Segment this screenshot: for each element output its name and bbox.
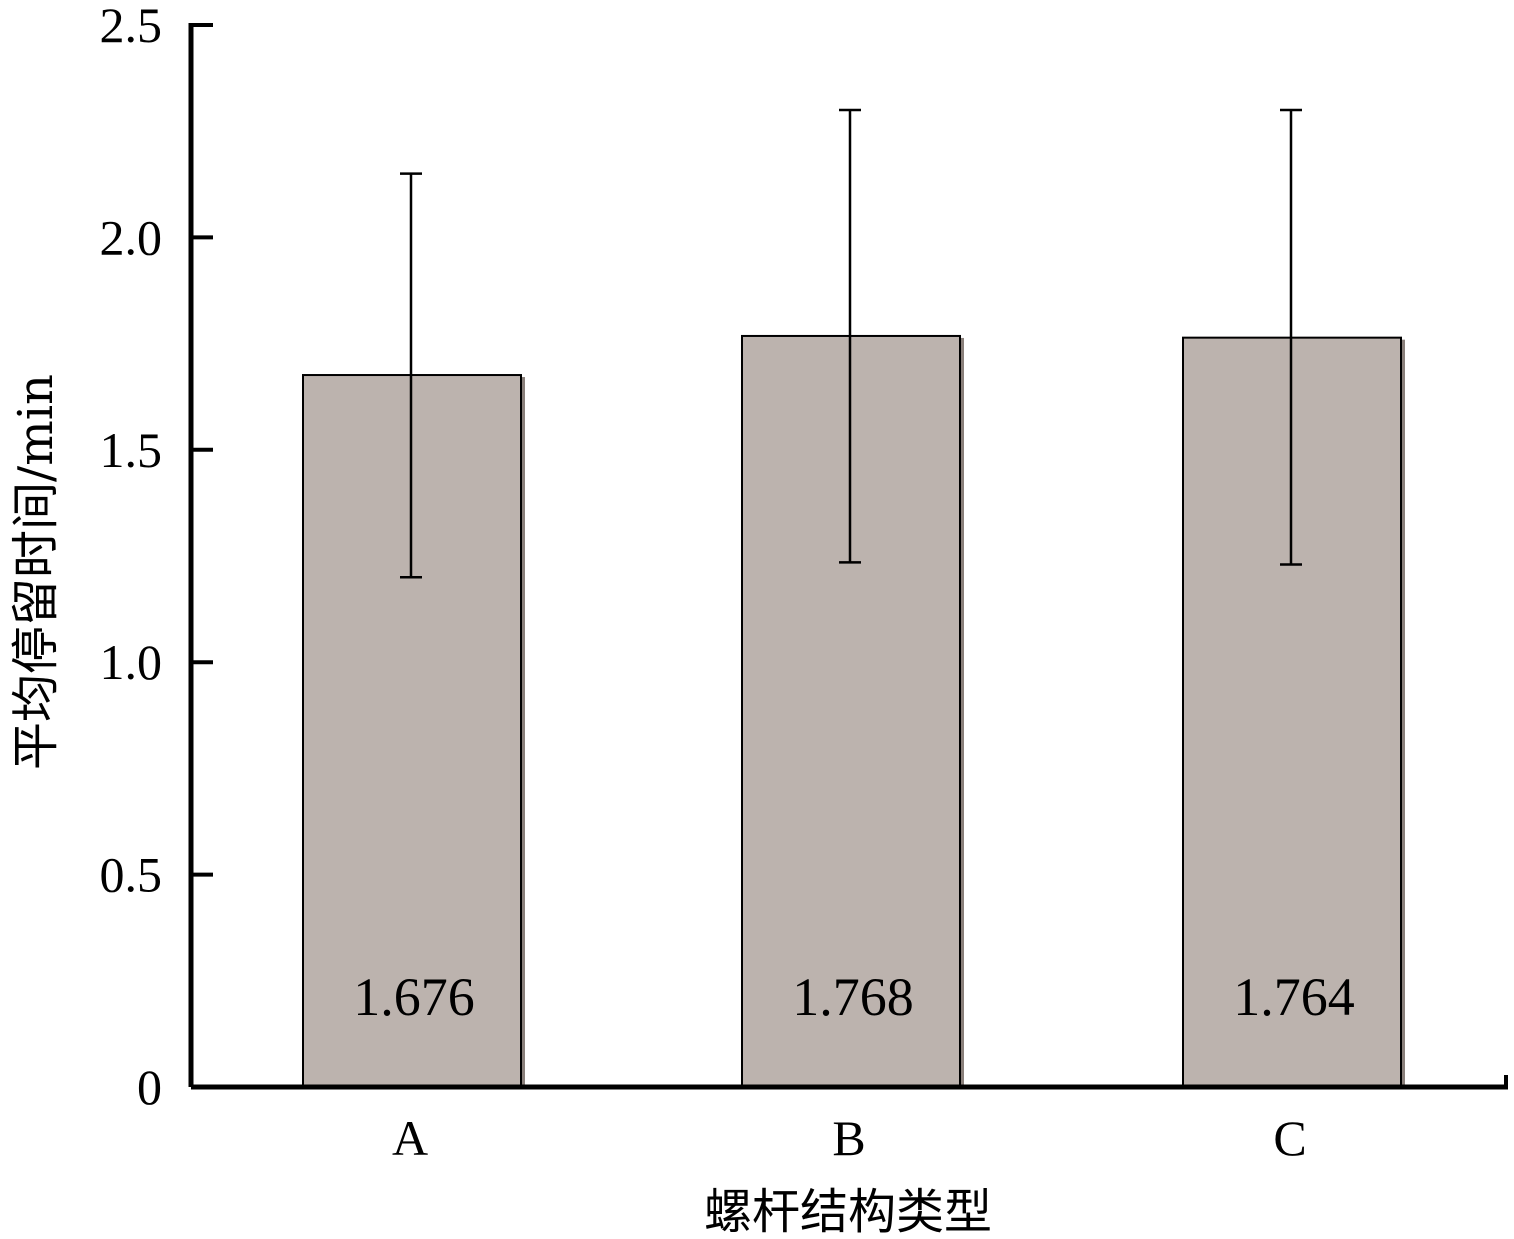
y-ticks-layer: 0 0.5 1.0 1.5 2.0 2.5: [100, 0, 213, 1115]
value-label-C: 1.764: [1233, 967, 1355, 1027]
y-tick-label: 1.0: [100, 634, 163, 690]
error-bars-layer: [400, 108, 1302, 579]
value-labels-layer: 1.676 1.768 1.764: [353, 967, 1355, 1027]
y-tick-label: 2.0: [100, 209, 163, 265]
error-bar-A: [400, 172, 422, 579]
axes-layer: [188, 23, 1508, 1090]
y-tick-label: 1.5: [100, 422, 163, 478]
x-axis-title: 螺杆结构类型: [704, 1184, 992, 1239]
value-label-B: 1.768: [792, 967, 914, 1027]
value-label-A: 1.676: [353, 967, 475, 1027]
error-bar-B: [839, 108, 861, 564]
bar-shadow: [521, 377, 525, 1088]
y-axis-title: 平均停留时间/min: [8, 374, 64, 770]
x-category-label-C: C: [1273, 1110, 1306, 1166]
x-category-labels-layer: A B C: [392, 1110, 1307, 1166]
bar-shadow: [960, 337, 964, 1087]
y-tick-label: 0.5: [100, 847, 163, 903]
bar-shadow: [1401, 339, 1405, 1087]
y-tick-label: 2.5: [100, 0, 163, 53]
y-tick-label: 0: [137, 1059, 162, 1115]
error-bar-C: [1280, 108, 1302, 566]
x-category-label-A: A: [392, 1110, 428, 1166]
x-category-label-B: B: [832, 1110, 865, 1166]
